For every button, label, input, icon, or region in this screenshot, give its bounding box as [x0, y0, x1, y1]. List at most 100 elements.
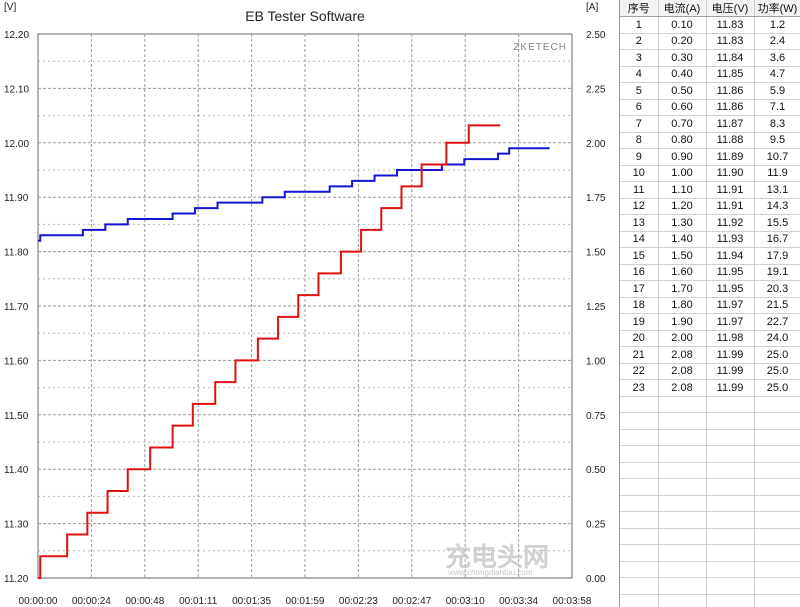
table-row[interactable]: 16 1.60 11.95 19.1	[620, 264, 800, 281]
table-row-empty	[620, 577, 800, 595]
table-cell: 2.08	[658, 379, 707, 397]
table-cell: 2.08	[658, 363, 707, 380]
table-row-empty	[620, 495, 800, 512]
table-cell-empty	[754, 528, 800, 545]
table-cell-empty	[620, 478, 659, 496]
table-cell-empty	[620, 544, 659, 562]
table-cell-empty	[706, 528, 755, 545]
table-row[interactable]: 3 0.30 11.84 3.6	[620, 49, 800, 67]
table-cell: 11.87	[706, 115, 755, 133]
table-cell: 1.50	[658, 247, 707, 265]
table-cell-empty	[706, 594, 755, 607]
table-cell-empty	[658, 462, 707, 479]
table-header-cell: 电流(A)	[658, 0, 707, 17]
table-row[interactable]: 23 2.08 11.99 25.0	[620, 379, 800, 397]
table-cell: 0.40	[658, 66, 707, 83]
table-row[interactable]: 12 1.20 11.91 14.3	[620, 198, 800, 215]
x-tick-label: 00:03:10	[446, 596, 485, 607]
table-row[interactable]: 19 1.90 11.97 22.7	[620, 313, 800, 331]
table-cell: 4	[620, 66, 659, 83]
table-row[interactable]: 9 0.90 11.89 10.7	[620, 148, 800, 166]
voltage-series-line	[38, 147, 550, 242]
table-cell: 1.00	[658, 165, 707, 182]
table-cell: 0.30	[658, 49, 707, 67]
table-cell: 11.83	[706, 33, 755, 50]
table-cell-empty	[658, 511, 707, 529]
table-cell: 11.91	[706, 181, 755, 199]
table-cell: 11.95	[706, 264, 755, 281]
table-row[interactable]: 5 0.50 11.86 5.9	[620, 82, 800, 100]
site-logo-url: www.chongdiantou.com	[447, 568, 533, 577]
table-cell: 15	[620, 247, 659, 265]
table-row-empty	[620, 544, 800, 562]
right-tick-label: 1.00	[586, 356, 606, 367]
table-row[interactable]: 6 0.60 11.86 7.1	[620, 99, 800, 116]
table-cell: 11.9	[754, 165, 800, 182]
table-cell-empty	[658, 445, 707, 463]
left-tick-label: 11.20	[4, 574, 29, 585]
table-cell: 25.0	[754, 346, 800, 364]
table-cell: 1.60	[658, 264, 707, 281]
table-cell-empty	[706, 412, 755, 430]
table-row[interactable]: 7 0.70 11.87 8.3	[620, 115, 800, 133]
x-tick-label: 00:02:47	[392, 596, 431, 607]
table-row[interactable]: 11 1.10 11.91 13.1	[620, 181, 800, 199]
table-cell: 1.40	[658, 231, 707, 248]
table-row[interactable]: 17 1.70 11.95 20.3	[620, 280, 800, 298]
table-row-empty	[620, 594, 800, 607]
table-cell-empty	[658, 495, 707, 512]
x-tick-label: 00:01:11	[179, 596, 218, 607]
table-cell: 17	[620, 280, 659, 298]
table-cell: 1.70	[658, 280, 707, 298]
table-cell: 11	[620, 181, 659, 199]
table-cell: 8	[620, 132, 659, 149]
table-cell-empty	[754, 429, 800, 446]
table-row[interactable]: 1 0.10 11.83 1.2	[620, 16, 800, 34]
table-cell: 6	[620, 99, 659, 116]
table-row[interactable]: 4 0.40 11.85 4.7	[620, 66, 800, 83]
left-tick-label: 11.30	[4, 520, 29, 531]
table-cell: 11.83	[706, 16, 755, 34]
table-cell-empty	[706, 462, 755, 479]
table-header-cell: 功率(W)	[754, 0, 800, 17]
table-cell-empty	[754, 445, 800, 463]
table-cell: 9	[620, 148, 659, 166]
table-cell: 14	[620, 231, 659, 248]
left-tick-label: 12.10	[4, 84, 29, 95]
table-cell: 22	[620, 363, 659, 380]
table-cell: 11.99	[706, 346, 755, 364]
table-cell: 10	[620, 165, 659, 182]
table-row[interactable]: 13 1.30 11.92 15.5	[620, 214, 800, 232]
table-row[interactable]: 10 1.00 11.90 11.9	[620, 165, 800, 182]
data-table-panel[interactable]: 序号 电流(A) 电压(V) 功率(W) 1 0.10 11.83 1.2 2 0.20 11.8…	[619, 0, 800, 607]
right-tick-label: 0.75	[586, 411, 606, 422]
left-axis-ticks: 11.20 11.30 11.40 11.50 11.60 11.70 11.80 11.90…	[4, 30, 29, 585]
table-row[interactable]: 15 1.50 11.94 17.9	[620, 247, 800, 265]
table-cell: 8.3	[754, 115, 800, 133]
table-cell: 5.9	[754, 82, 800, 100]
table-cell-empty	[706, 561, 755, 578]
table-cell-empty	[658, 396, 707, 413]
table-cell: 11.88	[706, 132, 755, 149]
table-cell-empty	[706, 495, 755, 512]
table-cell: 12	[620, 198, 659, 215]
table-row[interactable]: 8 0.80 11.88 9.5	[620, 132, 800, 149]
table-row[interactable]: 20 2.00 11.98 24.0	[620, 330, 800, 347]
chart-title: EB Tester Software	[245, 8, 365, 24]
table-row[interactable]: 2 0.20 11.83 2.4	[620, 33, 800, 50]
watermark-text: ZKETECH	[513, 42, 567, 53]
table-row[interactable]: 14 1.40 11.93 16.7	[620, 231, 800, 248]
right-axis-ticks: 0.00 0.25 0.50 0.75 1.00 1.25 1.50 1.75 2.00 2.25…	[586, 30, 606, 585]
table-row[interactable]: 21 2.08 11.99 25.0	[620, 346, 800, 364]
table-cell: 1.10	[658, 181, 707, 199]
table-cell: 0.80	[658, 132, 707, 149]
table-row[interactable]: 18 1.80 11.97 21.5	[620, 297, 800, 314]
series-layer	[38, 124, 550, 579]
table-cell-empty	[754, 495, 800, 512]
table-row[interactable]: 22 2.08 11.99 25.0	[620, 363, 800, 380]
table-cell: 20	[620, 330, 659, 347]
table-cell-empty	[620, 462, 659, 479]
table-row-empty	[620, 462, 800, 479]
table-cell: 2.08	[658, 346, 707, 364]
table-cell: 23	[620, 379, 659, 397]
